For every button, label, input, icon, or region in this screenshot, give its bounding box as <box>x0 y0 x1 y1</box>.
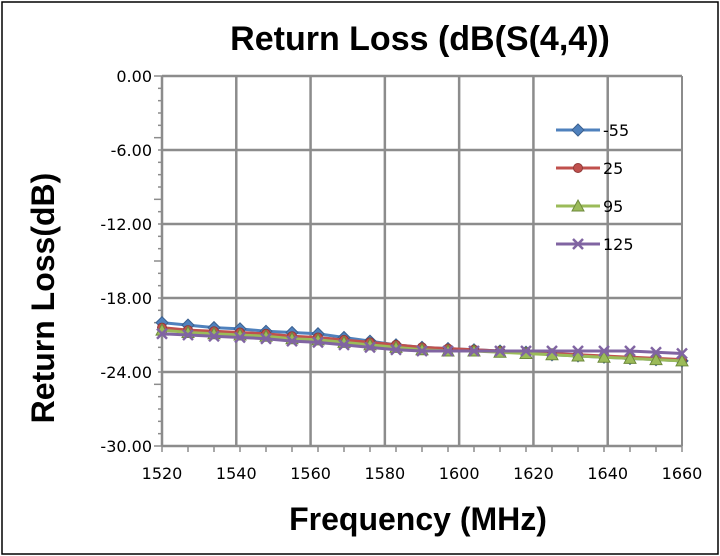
data-point <box>546 345 558 357</box>
y-tick-label: -6.00 <box>111 141 152 160</box>
data-point <box>338 338 350 351</box>
marker-stroke <box>156 327 168 340</box>
legend-marker <box>572 238 584 250</box>
data-point <box>624 345 636 357</box>
data-point <box>597 350 611 363</box>
marker-stroke <box>572 238 584 250</box>
data-point <box>208 330 220 343</box>
data-point <box>468 345 480 357</box>
marker-stroke <box>494 345 506 357</box>
marker-stroke <box>468 345 480 357</box>
marker-stroke <box>364 341 376 354</box>
x-tick-label: 1580 <box>364 464 405 483</box>
data-point <box>182 329 194 341</box>
marker-stroke <box>624 345 636 357</box>
marker-stroke <box>234 331 246 344</box>
marker-stroke <box>572 345 584 357</box>
data-point <box>649 352 663 366</box>
y-axis-title: Return Loss(dB) <box>25 173 61 424</box>
marker-stroke <box>182 329 194 341</box>
legend-item: 25 <box>556 159 623 178</box>
data-point <box>520 345 532 357</box>
x-tick-label: 1660 <box>662 464 703 483</box>
legend-marker <box>573 163 583 173</box>
x-axis-title: Frequency (MHz) <box>289 501 547 537</box>
grid <box>162 74 682 446</box>
data-point <box>442 345 454 357</box>
data-point <box>156 327 168 340</box>
data-point <box>572 345 584 357</box>
data-point <box>598 345 610 357</box>
data-point <box>364 341 376 354</box>
marker-stroke <box>520 345 532 357</box>
legend-label: 25 <box>603 159 623 178</box>
marker-stroke <box>390 343 402 356</box>
data-point <box>312 336 324 349</box>
data-point <box>416 345 428 357</box>
chart-title: Return Loss (dB(S(4,4)) <box>230 20 610 58</box>
data-point <box>234 331 246 344</box>
legend-marker <box>571 123 585 137</box>
data-point <box>623 351 637 364</box>
x-tick-label: 1620 <box>513 464 554 483</box>
marker-stroke <box>260 332 272 345</box>
data-point <box>650 346 662 359</box>
marker-stroke <box>442 345 454 357</box>
x-tick-label: 1640 <box>587 464 628 483</box>
marker-stroke <box>546 345 558 357</box>
marker-stroke <box>286 335 298 348</box>
x-tick-label: 1560 <box>290 464 331 483</box>
x-tick-label: 1520 <box>142 464 183 483</box>
y-tick-label: -18.00 <box>100 289 152 308</box>
marker-stroke <box>338 338 350 351</box>
legend-item: -55 <box>556 121 629 140</box>
y-tick-label: -30.00 <box>100 437 152 456</box>
marker-stroke <box>650 346 662 359</box>
marker-stroke <box>416 345 428 357</box>
data-point <box>494 345 506 357</box>
y-tick-label: -24.00 <box>100 363 152 382</box>
x-tick-label: 1540 <box>216 464 257 483</box>
y-tick-label: -12.00 <box>100 215 152 234</box>
data-point <box>260 332 272 345</box>
x-tick-labels: 1520 1540 1560 1580 1600 1620 1640 1660 <box>142 464 703 483</box>
legend-label: 95 <box>603 197 623 216</box>
series-125 <box>156 327 688 360</box>
marker-stroke <box>598 345 610 357</box>
marker-stroke <box>676 347 688 360</box>
data-point <box>286 335 298 348</box>
series-group <box>155 315 689 368</box>
legend: -55 25 95 125 <box>556 121 634 254</box>
marker-stroke <box>312 336 324 349</box>
data-point <box>675 353 689 367</box>
legend-item: 125 <box>556 235 634 254</box>
legend-marker <box>571 198 585 212</box>
y-tick-labels: 0.00 -6.00 -12.00 -18.00 -24.00 -30.00 <box>100 67 152 456</box>
data-point <box>390 343 402 356</box>
legend-label: -55 <box>603 121 629 140</box>
marker-stroke <box>208 330 220 343</box>
legend-label: 125 <box>603 235 634 254</box>
x-tick-label: 1600 <box>439 464 480 483</box>
y-tick-label: 0.00 <box>116 67 152 86</box>
legend-item: 95 <box>556 197 623 216</box>
data-point <box>676 347 688 360</box>
